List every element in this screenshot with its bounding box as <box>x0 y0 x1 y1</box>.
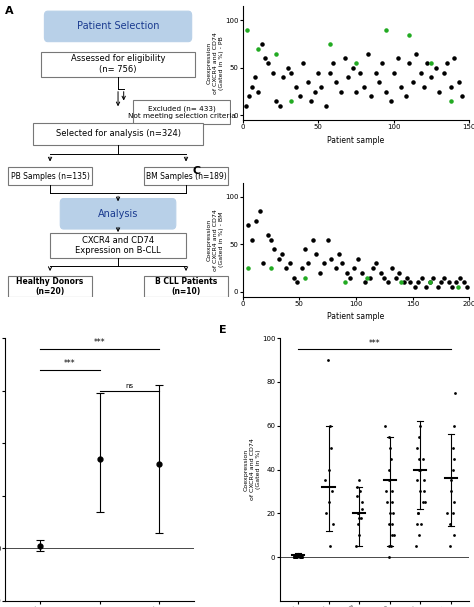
Point <box>258 39 266 49</box>
Point <box>458 92 465 101</box>
Point <box>388 263 396 273</box>
Point <box>447 96 455 106</box>
Point <box>413 520 421 529</box>
Point <box>417 67 425 77</box>
Point <box>294 550 302 560</box>
Point <box>416 464 424 474</box>
Point <box>386 443 394 452</box>
Point <box>327 67 334 77</box>
Point <box>414 277 422 287</box>
Point <box>420 487 428 497</box>
Point <box>286 259 294 268</box>
Text: ***: *** <box>369 339 380 348</box>
Point <box>353 482 361 492</box>
Point <box>297 552 304 562</box>
Point <box>332 263 339 273</box>
Point <box>383 25 390 35</box>
Point <box>290 273 298 282</box>
FancyBboxPatch shape <box>41 52 195 76</box>
X-axis label: Patient sample: Patient sample <box>328 136 384 144</box>
Point <box>304 77 311 87</box>
Point <box>352 87 360 97</box>
Point <box>325 498 333 507</box>
Point <box>366 273 374 282</box>
Text: PB Samples (n=135): PB Samples (n=135) <box>10 172 90 180</box>
Point <box>256 206 264 216</box>
Point <box>254 87 262 97</box>
Point <box>415 432 422 441</box>
Point <box>418 520 425 529</box>
Point <box>267 263 275 273</box>
Point <box>443 58 450 68</box>
Point <box>267 235 275 245</box>
Point <box>450 53 458 63</box>
Point <box>342 53 349 63</box>
Point <box>372 67 379 77</box>
Text: ns: ns <box>125 384 133 389</box>
Point <box>428 58 435 68</box>
Point <box>355 254 362 263</box>
Point <box>329 58 337 68</box>
Point <box>326 541 333 551</box>
Point <box>354 509 362 518</box>
Point <box>452 277 459 287</box>
Point <box>420 476 428 486</box>
Point <box>463 282 471 292</box>
Point <box>327 254 335 263</box>
Point <box>375 77 383 87</box>
Point <box>455 77 463 87</box>
FancyBboxPatch shape <box>60 198 176 229</box>
Point <box>353 541 360 551</box>
Point <box>360 82 367 92</box>
Point <box>324 235 331 245</box>
Point <box>301 244 309 254</box>
Point <box>390 509 397 518</box>
Point <box>356 531 363 540</box>
Point <box>318 82 325 92</box>
FancyBboxPatch shape <box>45 11 191 42</box>
Point <box>367 92 375 101</box>
Point <box>354 491 361 501</box>
Text: ***: *** <box>94 338 105 347</box>
Point <box>352 58 360 68</box>
Point <box>382 487 390 497</box>
Point <box>341 277 348 287</box>
Point <box>301 273 309 282</box>
Point <box>311 87 319 97</box>
Point <box>402 92 410 101</box>
Point <box>426 277 433 287</box>
Point <box>403 273 411 282</box>
Point <box>416 487 424 497</box>
Text: Excluded (n= 433)
Not meeting selection criteria: Excluded (n= 433) Not meeting selection … <box>128 106 236 119</box>
Point <box>451 453 458 463</box>
Point <box>447 476 455 486</box>
Point <box>298 552 306 562</box>
Point <box>269 67 277 77</box>
Point <box>448 282 456 292</box>
Point <box>398 82 405 92</box>
Point <box>294 550 302 560</box>
Point <box>419 453 427 463</box>
Point <box>440 67 447 77</box>
Point <box>451 388 459 398</box>
Point <box>385 520 393 529</box>
Point <box>251 72 258 82</box>
Point <box>454 282 462 292</box>
X-axis label: Patient sample: Patient sample <box>328 313 384 321</box>
Point <box>325 355 332 365</box>
Point <box>415 531 422 540</box>
Point <box>259 259 267 268</box>
Point <box>390 531 398 540</box>
Point <box>325 464 333 474</box>
Point <box>410 77 417 87</box>
Point <box>284 63 292 73</box>
Text: ***: *** <box>64 359 76 368</box>
Point <box>418 273 426 282</box>
Point <box>456 273 464 282</box>
Point <box>364 49 372 58</box>
Point <box>413 476 421 486</box>
Point <box>387 453 395 463</box>
Point <box>282 263 290 273</box>
Text: B CLL Patients
(n=10): B CLL Patients (n=10) <box>155 277 217 296</box>
Point <box>354 509 362 518</box>
